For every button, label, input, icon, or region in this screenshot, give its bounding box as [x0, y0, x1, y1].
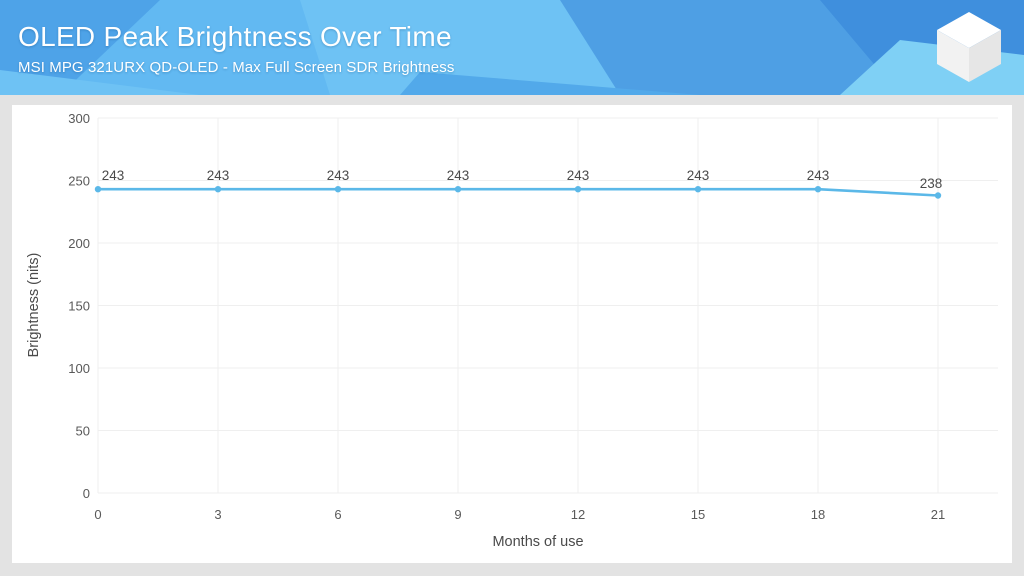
data-point-18[interactable] [814, 186, 822, 193]
data-label-21: 238 [920, 176, 943, 191]
y-tick-150: 150 [68, 299, 90, 314]
data-value-labels: 243 243 243 243 243 243 243 238 [102, 168, 943, 191]
x-tick-9: 9 [454, 507, 461, 522]
y-tick-0: 0 [83, 486, 90, 501]
data-label-9: 243 [447, 168, 470, 183]
data-label-6: 243 [327, 168, 350, 183]
page-header: OLED Peak Brightness Over Time MSI MPG 3… [0, 0, 1024, 95]
data-point-21[interactable] [934, 192, 942, 199]
data-point-12[interactable] [574, 186, 582, 193]
y-axis-title: Brightness (nits) [26, 253, 42, 358]
y-tick-300: 300 [68, 111, 90, 126]
data-point-3[interactable] [214, 186, 222, 193]
y-tick-50: 50 [76, 424, 90, 439]
x-axis-tick-labels: 0 3 6 9 12 15 18 21 [94, 507, 945, 522]
y-axis-tick-labels: 0 50 100 150 200 250 300 [68, 111, 90, 501]
data-label-0: 243 [102, 168, 125, 183]
horizontal-gridlines [98, 117, 998, 494]
data-point-6[interactable] [334, 186, 342, 193]
header-text-block: OLED Peak Brightness Over Time MSI MPG 3… [18, 20, 454, 76]
data-point-9[interactable] [454, 186, 462, 193]
series-markers [94, 186, 942, 199]
vertical-gridlines [97, 118, 939, 493]
data-point-15[interactable] [694, 186, 702, 193]
data-label-18: 243 [807, 168, 830, 183]
x-tick-0: 0 [94, 507, 101, 522]
x-tick-3: 3 [214, 507, 221, 522]
page-title: OLED Peak Brightness Over Time [18, 21, 452, 52]
data-label-15: 243 [687, 168, 710, 183]
y-tick-100: 100 [68, 361, 90, 376]
data-point-0[interactable] [94, 186, 102, 193]
y-tick-200: 200 [68, 236, 90, 251]
x-tick-6: 6 [334, 507, 341, 522]
x-tick-18: 18 [811, 507, 825, 522]
chart-card: 0 50 100 150 200 250 300 0 3 6 9 12 15 1… [12, 105, 1012, 563]
series-line-brightness [96, 187, 940, 197]
x-axis-title: Months of use [492, 534, 583, 550]
line-chart: 0 50 100 150 200 250 300 0 3 6 9 12 15 1… [26, 111, 998, 550]
x-tick-15: 15 [691, 507, 705, 522]
data-label-3: 243 [207, 168, 230, 183]
y-tick-250: 250 [68, 174, 90, 189]
page-subtitle: MSI MPG 321URX QD-OLED - Max Full Screen… [18, 59, 455, 76]
x-tick-12: 12 [571, 507, 585, 522]
data-label-12: 243 [567, 168, 590, 183]
x-tick-21: 21 [931, 507, 945, 522]
cube-logo-icon [937, 12, 1001, 82]
